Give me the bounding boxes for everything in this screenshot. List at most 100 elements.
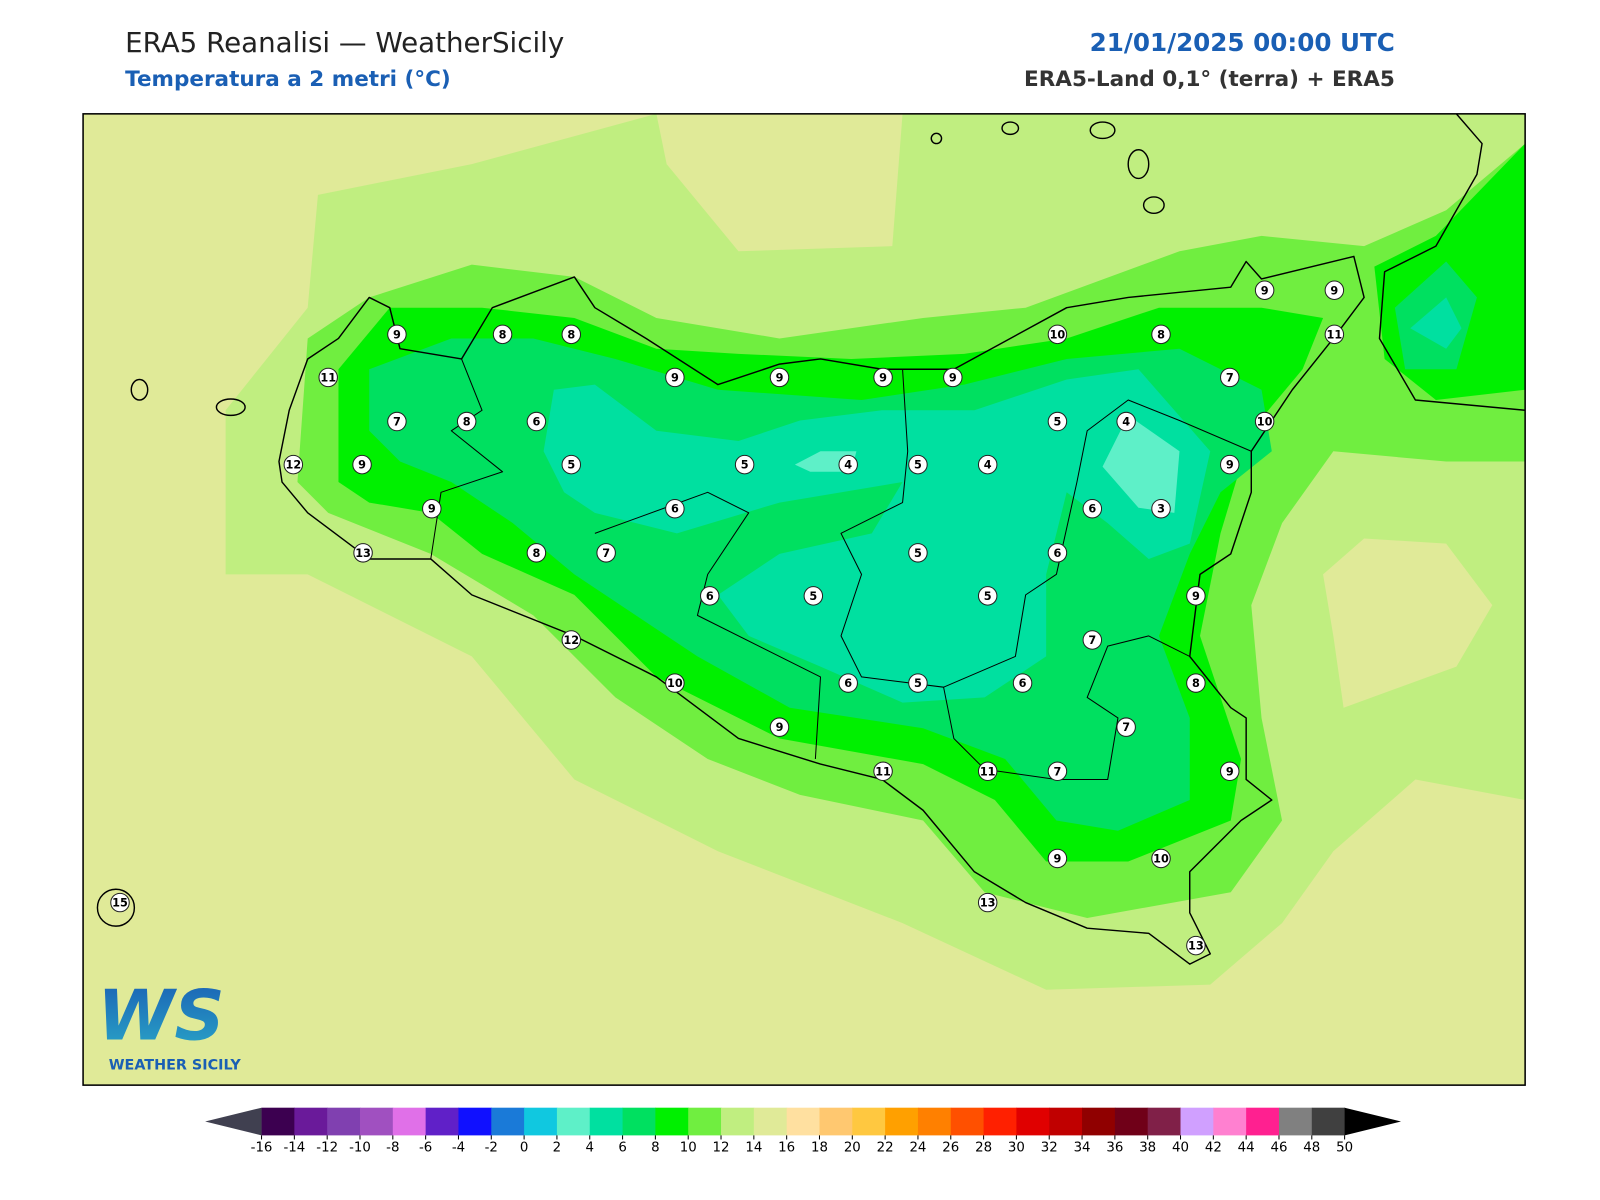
station-value: 15 bbox=[112, 897, 128, 910]
station-value: 7 bbox=[1226, 371, 1234, 384]
colorbar-cell bbox=[556, 1107, 591, 1136]
station: 9 bbox=[873, 367, 893, 388]
station-value: 13 bbox=[355, 547, 371, 560]
station: 10 bbox=[1047, 324, 1068, 345]
station-value: 5 bbox=[914, 459, 922, 472]
station-value: 7 bbox=[393, 416, 401, 429]
station-marker bbox=[456, 411, 477, 432]
colorbar-tick-label: 30 bbox=[1008, 1141, 1025, 1156]
colorbar-cell bbox=[524, 1107, 558, 1136]
station: 9 bbox=[665, 367, 685, 388]
island bbox=[215, 398, 246, 417]
station-marker bbox=[1047, 543, 1068, 563]
station: 6 bbox=[1082, 498, 1103, 519]
coastline bbox=[1378, 113, 1526, 411]
station-marker bbox=[665, 673, 685, 693]
station-marker bbox=[1151, 324, 1171, 345]
station-value: 6 bbox=[1019, 677, 1027, 690]
station: 10 bbox=[1254, 411, 1275, 432]
logo-mark: WS bbox=[97, 976, 224, 1057]
station-value: 8 bbox=[463, 416, 471, 429]
station-marker bbox=[1219, 367, 1240, 388]
station-value: 9 bbox=[1226, 765, 1234, 778]
station-value: 10 bbox=[1153, 852, 1169, 865]
colorbar-tick-label: 38 bbox=[1139, 1141, 1156, 1156]
station-marker bbox=[838, 673, 858, 693]
station-marker bbox=[1186, 673, 1206, 693]
island bbox=[1089, 121, 1116, 140]
station: 13 bbox=[977, 892, 998, 913]
station: 10 bbox=[1151, 848, 1171, 869]
station: 4 bbox=[838, 454, 858, 475]
station-marker bbox=[1254, 411, 1275, 432]
colorbar-tick-label: 22 bbox=[877, 1141, 894, 1156]
station-marker bbox=[110, 892, 130, 913]
station-marker bbox=[1219, 454, 1240, 475]
colorbar-cell bbox=[1049, 1107, 1083, 1136]
station-value: 13 bbox=[980, 897, 996, 910]
station: 3 bbox=[1151, 498, 1171, 519]
colorbar-cell bbox=[885, 1107, 919, 1136]
station: 7 bbox=[387, 411, 407, 432]
colorbar-cell bbox=[1311, 1107, 1346, 1136]
island bbox=[1127, 149, 1150, 180]
colorbar-tick-label: 50 bbox=[1336, 1141, 1353, 1156]
station-marker bbox=[1047, 411, 1068, 432]
colorbar-tick-label: -6 bbox=[419, 1141, 432, 1156]
station-value: 4 bbox=[1122, 416, 1130, 429]
station: 8 bbox=[1186, 673, 1206, 693]
station: 4 bbox=[1116, 411, 1136, 432]
colorbar-cell bbox=[1082, 1107, 1116, 1136]
station-marker bbox=[492, 324, 513, 345]
colorbar-cell bbox=[622, 1107, 656, 1136]
station-marker bbox=[803, 586, 824, 606]
station-value: 8 bbox=[1157, 328, 1165, 341]
station: 6 bbox=[1012, 673, 1033, 693]
station: 12 bbox=[283, 454, 304, 475]
station: 5 bbox=[803, 586, 824, 606]
datetime: 21/01/2025 00:00 UTC bbox=[1090, 28, 1395, 57]
colorbar-tick-label: 28 bbox=[975, 1141, 992, 1156]
station: 5 bbox=[561, 454, 582, 475]
border bbox=[840, 369, 1252, 688]
station-marker bbox=[526, 543, 547, 563]
station-value: 7 bbox=[1054, 765, 1062, 778]
station-marker bbox=[908, 454, 928, 475]
station: 6 bbox=[1047, 543, 1068, 563]
station: 11 bbox=[873, 761, 893, 782]
station-marker bbox=[734, 454, 755, 475]
colorbar-cell bbox=[655, 1107, 689, 1136]
island bbox=[130, 378, 149, 401]
colorbar-cell bbox=[983, 1107, 1017, 1136]
station-marker bbox=[769, 717, 790, 737]
station-value: 11 bbox=[980, 765, 996, 778]
colorbar-tick-label: 46 bbox=[1270, 1141, 1287, 1156]
colorbar-tick-label: 0 bbox=[520, 1141, 528, 1156]
station-value: 6 bbox=[1054, 547, 1062, 560]
station: 8 bbox=[561, 324, 582, 345]
colorbar-tick-label: 44 bbox=[1238, 1141, 1255, 1156]
station-marker bbox=[353, 543, 373, 563]
station-value: 8 bbox=[532, 547, 540, 560]
temperature-band bbox=[543, 369, 1211, 703]
map: 9 8 8 11 9 9 9 9 10 8 9 9 11 7 7 8 6 5 4 10 12 9 5 5 4 5 4 9 9 6 6 3 13 8… bbox=[83, 113, 1526, 1086]
station-value: 9 bbox=[879, 371, 887, 384]
station-marker bbox=[700, 586, 720, 606]
station: 10 bbox=[665, 673, 685, 693]
station: 6 bbox=[838, 673, 858, 693]
station: 4 bbox=[977, 454, 998, 475]
logo: WS WEATHER SICILY bbox=[97, 976, 241, 1074]
station: 8 bbox=[456, 411, 477, 432]
station-marker bbox=[977, 586, 998, 606]
station-marker bbox=[1151, 498, 1171, 519]
station-marker bbox=[1219, 761, 1240, 782]
colorbar-tick-label: 40 bbox=[1172, 1141, 1189, 1156]
station-marker bbox=[769, 367, 790, 388]
colorbar-cell bbox=[819, 1107, 853, 1136]
station: 8 bbox=[526, 543, 547, 563]
station: 8 bbox=[1151, 324, 1171, 345]
station-value: 6 bbox=[532, 416, 540, 429]
station-value: 9 bbox=[1192, 590, 1200, 603]
station: 5 bbox=[908, 454, 928, 475]
